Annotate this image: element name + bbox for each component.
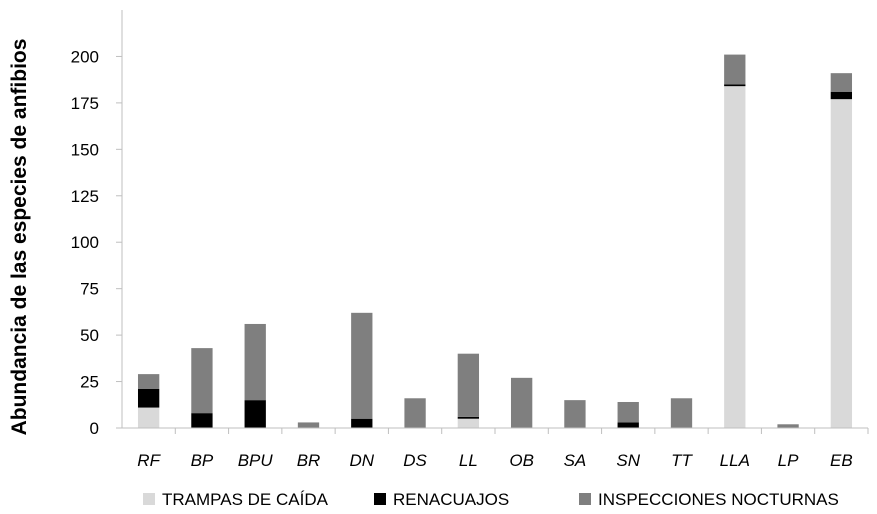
bar-stack-br <box>297 422 320 428</box>
x-tick-label: SN <box>616 451 640 470</box>
bar-segment-2 <box>404 398 426 428</box>
legend-label: TRAMPAS DE CAÍDA <box>162 490 329 509</box>
bar-stack-sa <box>564 400 586 428</box>
x-tick-label: DS <box>403 451 427 470</box>
bar-segment-1 <box>351 418 373 428</box>
bar-segment-1 <box>830 91 853 100</box>
bar-segment-2 <box>244 323 266 401</box>
y-axis-title: Abundancia de las especies de anfibios <box>8 39 31 436</box>
y-tick-label: 25 <box>80 373 99 392</box>
bar-segment-2 <box>297 422 320 428</box>
x-tick-label: BP <box>191 451 214 470</box>
y-tick-label: 100 <box>71 233 99 252</box>
bar-segment-2 <box>191 348 213 414</box>
bar-segment-2 <box>724 54 746 85</box>
legend-swatch <box>374 493 386 505</box>
x-tick-label: DN <box>350 451 375 470</box>
bar-stack-lla <box>724 54 746 429</box>
bar-stack-lp <box>777 424 799 428</box>
x-tick-label: BR <box>297 451 321 470</box>
bar-segment-2 <box>617 401 639 423</box>
legend-item-1: RENACUAJOS <box>374 490 509 509</box>
legend-swatch <box>579 493 591 505</box>
bar-stack-bp <box>191 348 213 428</box>
y-tick-label: 50 <box>80 326 99 345</box>
bar-stack-sn <box>617 401 639 428</box>
bar-stack-ds <box>404 398 426 428</box>
legend-label: RENACUAJOS <box>393 490 509 509</box>
x-tick-label: LL <box>459 451 478 470</box>
bars <box>137 54 853 429</box>
bar-segment-1 <box>457 416 480 419</box>
bar-segment-0 <box>724 86 746 429</box>
legend-item-0: TRAMPAS DE CAÍDA <box>143 490 329 509</box>
bar-segment-2 <box>777 424 799 428</box>
bar-segment-1 <box>724 84 746 87</box>
x-tick-label: LP <box>778 451 799 470</box>
bar-segment-1 <box>244 400 266 428</box>
legend-label: INSPECCIONES NOCTURNAS <box>598 490 839 509</box>
bar-stack-dn <box>351 312 373 428</box>
legend-item-2: INSPECCIONES NOCTURNAS <box>579 490 839 509</box>
y-tick-label: 200 <box>71 47 99 66</box>
x-tick-label: EB <box>830 451 853 470</box>
bar-stack-bpu <box>244 323 266 428</box>
bar-stack-rf <box>137 374 160 428</box>
bar-segment-2 <box>830 73 853 92</box>
bar-stack-ll <box>457 353 480 428</box>
y-tick-label: 75 <box>80 280 99 299</box>
y-tick-label: 0 <box>90 419 99 438</box>
bar-segment-2 <box>670 398 693 428</box>
bar-segment-0 <box>830 99 853 428</box>
y-axis-ticks: 0 25 50 75 100 125 150 175 200 <box>71 47 122 438</box>
x-tick-label: RF <box>137 451 161 470</box>
bar-segment-2 <box>137 374 160 389</box>
bar-stack-ob <box>510 377 533 428</box>
bar-segment-2 <box>351 312 373 419</box>
bar-stack-tt <box>670 398 693 428</box>
bar-segment-0 <box>137 407 160 428</box>
bar-segment-1 <box>191 413 213 428</box>
x-tick-label: LLA <box>720 451 750 470</box>
y-tick-label: 125 <box>71 187 99 206</box>
x-tick-label: BPU <box>238 451 274 470</box>
bar-segment-2 <box>510 377 533 428</box>
legend: TRAMPAS DE CAÍDA RENACUAJOS INSPECCIONES N… <box>143 490 839 509</box>
bar-segment-1 <box>617 422 639 428</box>
x-tick-label: SA <box>564 451 587 470</box>
bar-stack-eb <box>830 73 853 428</box>
y-tick-label: 175 <box>71 94 99 113</box>
legend-swatch <box>143 493 155 505</box>
x-axis-ticks: RF BP BPU BR DN DS LL OB SA SN TT LLA LP EB <box>137 428 869 470</box>
bar-segment-2 <box>564 400 586 428</box>
x-tick-label: OB <box>509 451 534 470</box>
bar-segment-1 <box>137 388 160 408</box>
x-tick-label: TT <box>671 451 693 470</box>
y-tick-label: 150 <box>71 140 99 159</box>
bar-segment-0 <box>457 418 480 428</box>
bar-segment-2 <box>457 353 480 417</box>
